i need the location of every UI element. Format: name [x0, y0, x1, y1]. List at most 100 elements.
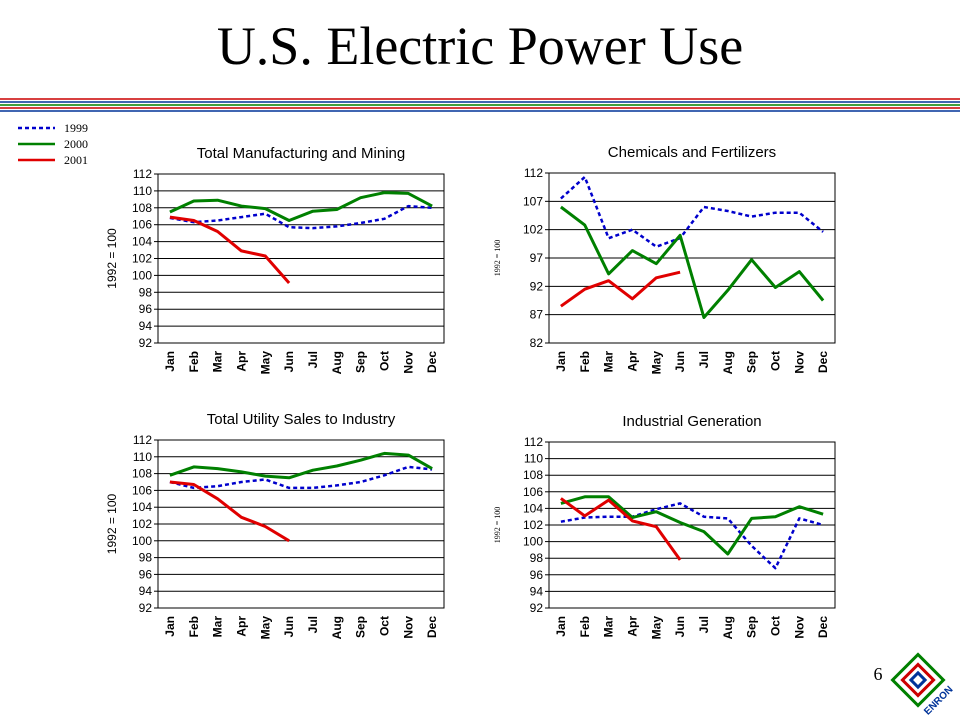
logo-text: ENRON [922, 684, 955, 717]
y-tick-label: 98 [139, 285, 153, 299]
x-tick-label: Mar [211, 351, 225, 373]
y-tick-label: 104 [132, 235, 152, 249]
x-tick-label: Jul [306, 351, 320, 368]
y-tick-label: 92 [530, 279, 544, 293]
x-tick-label: Oct [377, 616, 391, 636]
y-tick-label: 92 [530, 601, 544, 615]
series-line [560, 175, 824, 248]
chart-title: Total Manufacturing and Mining [197, 145, 405, 162]
logo-frame [900, 662, 936, 698]
x-tick-label: Aug [330, 616, 344, 639]
series-line [560, 497, 682, 561]
series-line [169, 215, 291, 284]
legend-label: 2001 [64, 153, 88, 167]
y-tick-label: 102 [523, 223, 543, 237]
x-tick-label: Jul [697, 351, 711, 368]
y-tick-label: 112 [133, 167, 152, 181]
x-tick-label: Jan [163, 351, 177, 372]
x-tick-label: Oct [377, 351, 391, 371]
x-tick-label: Jan [554, 616, 568, 637]
chart: Total Utility Sales to Industry 1992 = 10… [105, 411, 445, 639]
chart-title: Industrial Generation [622, 413, 761, 430]
x-tick-label: Jun [282, 351, 296, 372]
series-line [169, 465, 433, 490]
x-tick-label: Dec [425, 351, 439, 373]
logo-frame [890, 652, 946, 708]
x-tick-label: May [258, 351, 272, 375]
x-tick-label: Mar [602, 616, 616, 638]
y-tick-label: 108 [523, 468, 543, 482]
y-tick-label: 106 [132, 483, 152, 497]
x-tick-label: Oct [768, 351, 782, 371]
header-stripes [0, 98, 960, 112]
y-tick-label: 110 [133, 184, 152, 198]
x-tick-label: Jun [282, 616, 296, 637]
y-tick-label: 108 [132, 467, 152, 481]
y-tick-label: 112 [524, 435, 543, 449]
series-line [559, 205, 825, 319]
x-tick-label: Sep [745, 616, 759, 638]
y-tick-label: 104 [523, 501, 543, 515]
y-tick-label: 94 [139, 584, 153, 598]
y-tick-label: 102 [132, 517, 152, 531]
y-tick-label: 100 [132, 534, 152, 548]
chart: Industrial Generation 1992 = 100 92 94 96 98 1… [493, 413, 836, 640]
x-tick-label: Feb [578, 616, 592, 637]
y-tick-label: 98 [139, 551, 153, 565]
y-tick-label: 96 [139, 567, 153, 581]
series-line [169, 480, 290, 543]
y-tick-label: 96 [139, 302, 153, 316]
x-tick-label: Feb [187, 351, 201, 372]
x-tick-label: Nov [792, 351, 806, 374]
x-tick-label: Mar [211, 616, 225, 638]
series-line [560, 270, 681, 308]
x-tick-label: Apr [234, 351, 248, 372]
series-line [169, 191, 433, 222]
x-tick-label: Feb [187, 616, 201, 637]
logo-frame [908, 670, 928, 690]
y-tick-label: 97 [530, 251, 544, 265]
x-tick-label: Aug [330, 351, 344, 374]
y-tick-label: 92 [139, 601, 153, 615]
x-tick-label: Apr [234, 616, 248, 637]
page-number: 6 [874, 664, 883, 684]
x-tick-label: May [649, 351, 663, 375]
y-tick-label: 102 [132, 252, 152, 266]
y-tick-label: 107 [523, 194, 543, 208]
y-tick-label: 94 [530, 584, 544, 598]
y-axis-label: 1992 = 100 [493, 240, 502, 277]
x-tick-label: Dec [816, 616, 830, 638]
x-tick-label: Jan [163, 616, 177, 637]
x-tick-label: Apr [625, 616, 639, 637]
x-tick-label: Mar [602, 351, 616, 373]
series-line [169, 204, 433, 230]
x-tick-label: Nov [792, 616, 806, 639]
x-tick-label: Sep [745, 351, 759, 373]
chart: Total Manufacturing and Mining 1992 = 100… [105, 145, 445, 375]
chart-title: Total Utility Sales to Industry [207, 411, 396, 428]
x-tick-label: Jul [697, 616, 711, 633]
x-tick-label: May [649, 616, 663, 640]
y-tick-label: 94 [139, 319, 153, 333]
x-tick-label: Aug [721, 616, 735, 639]
chart-title: Chemicals and Fertilizers [608, 144, 776, 161]
series-line [560, 495, 824, 556]
y-tick-label: 104 [132, 500, 152, 514]
y-tick-label: 106 [523, 485, 543, 499]
x-tick-label: Dec [425, 616, 439, 638]
x-tick-label: Aug [721, 351, 735, 374]
y-tick-label: 92 [139, 336, 153, 350]
y-tick-label: 106 [132, 218, 152, 232]
y-tick-label: 100 [523, 535, 543, 549]
y-tick-label: 96 [530, 568, 544, 582]
y-tick-label: 110 [133, 450, 152, 464]
x-tick-label: Sep [354, 351, 368, 373]
y-tick-label: 112 [524, 166, 543, 180]
y-tick-label: 82 [530, 336, 544, 350]
y-tick-label: 108 [132, 201, 152, 215]
legend-label: 1999 [64, 121, 88, 135]
y-tick-label: 98 [530, 551, 544, 565]
slide-title: U.S. Electric Power Use [217, 16, 743, 76]
y-tick-label: 110 [524, 452, 543, 466]
